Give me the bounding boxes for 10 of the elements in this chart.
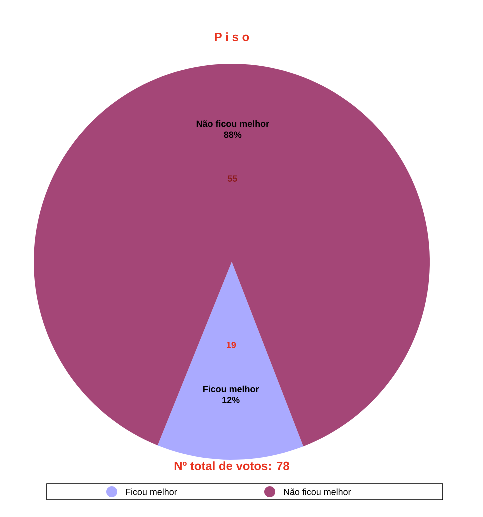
text: 19 — [227, 342, 236, 348]
data-label: 88% — [224, 132, 242, 138]
text: 55 — [228, 176, 238, 182]
chart-title: P i s o — [215, 32, 250, 42]
slice-label: Não ficou melhor — [196, 120, 270, 128]
legend-label: Ficou melhor — [126, 488, 178, 496]
legend-label: Não ficou melhor — [284, 488, 352, 496]
data-label: 12% — [222, 397, 240, 404]
slice-label: Ficou melhor — [204, 386, 260, 392]
text: Nº total de votos: 78 — [174, 462, 290, 470]
